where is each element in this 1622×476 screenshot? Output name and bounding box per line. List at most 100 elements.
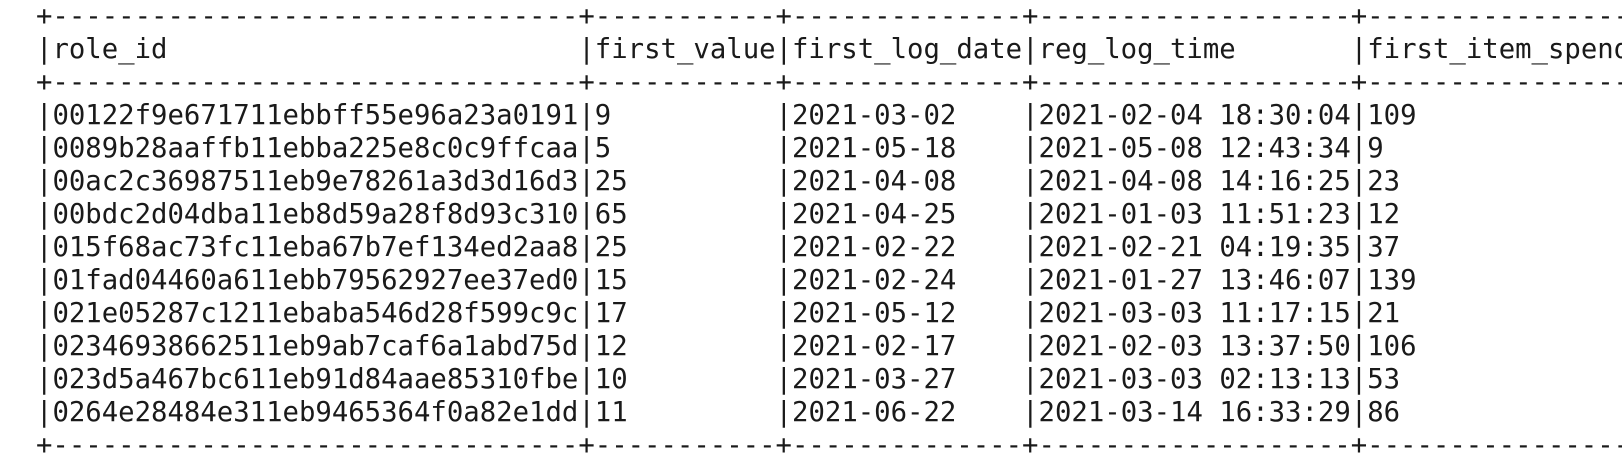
cell-padding <box>1236 34 1351 65</box>
row-cell-first-log-date: 2021-03-27 <box>792 364 957 395</box>
cell-separator: | <box>1022 100 1039 131</box>
cell-padding <box>956 166 1022 197</box>
cell-separator: | <box>578 364 595 395</box>
cell-padding <box>628 199 776 230</box>
cell-padding <box>956 364 1022 395</box>
row-cell-first-log-date: 2021-02-22 <box>792 232 957 263</box>
row-cell-first-log-date: 2021-05-12 <box>792 298 957 329</box>
row-cell-first-value: 10 <box>594 364 628 395</box>
cell-separator: | <box>775 397 793 428</box>
cell-separator: | <box>1350 232 1368 263</box>
cell-separator: | <box>578 298 595 329</box>
row-cell-first-value: 11 <box>594 397 628 428</box>
cell-separator: | <box>1350 265 1368 296</box>
cell-separator: | <box>1022 232 1039 263</box>
cell-separator: | <box>578 232 595 263</box>
cell-separator: | <box>1350 331 1368 362</box>
cell-padding <box>1400 166 1622 197</box>
cell-padding <box>956 199 1022 230</box>
cell-padding <box>611 100 775 131</box>
cell-separator: | <box>1022 364 1039 395</box>
table-row: |02346938662511eb9ab7caf6a1abd75d|12 |20… <box>36 330 1622 363</box>
row-cell-reg-log-time: 2021-02-21 04:19:35 <box>1038 232 1351 263</box>
cell-padding <box>956 265 1022 296</box>
table-row: |00ac2c36987511eb9e78261a3d3d16d3|25 |20… <box>36 165 1622 198</box>
cell-separator: | <box>36 34 53 65</box>
cell-separator: | <box>578 34 595 65</box>
table-row: |0089b28aaffb11ebba225e8c0c9ffcaa|5 |202… <box>36 132 1622 165</box>
cell-separator: | <box>1022 331 1039 362</box>
row-cell-first-item-spend: 53 <box>1367 364 1401 395</box>
row-cell-reg-log-time: 2021-05-08 12:43:34 <box>1038 133 1351 164</box>
row-cell-role-id: 00bdc2d04dba11eb8d59a28f8d93c310 <box>52 199 579 230</box>
row-cell-reg-log-time: 2021-04-08 14:16:25 <box>1038 166 1351 197</box>
cell-padding <box>611 133 775 164</box>
header-cell-role-id: role_id <box>52 34 168 65</box>
row-cell-first-value: 15 <box>594 265 628 296</box>
header-cell-first-log-date: first_log_date <box>792 34 1023 65</box>
border-line: +--------------------------------+------… <box>36 430 1622 461</box>
row-cell-first-value: 12 <box>594 331 628 362</box>
cell-separator: | <box>36 298 53 329</box>
cell-padding <box>167 34 578 65</box>
cell-padding <box>1400 232 1622 263</box>
cell-separator: | <box>775 364 793 395</box>
cell-padding <box>628 265 776 296</box>
table-row: |00122f9e671711ebbff55e96a23a0191|9 |202… <box>36 99 1622 132</box>
table-row: |01fad04460a611ebb79562927ee37ed0|15 |20… <box>36 264 1622 297</box>
row-cell-first-item-spend: 9 <box>1367 133 1384 164</box>
cell-separator: | <box>1022 199 1039 230</box>
cell-separator: | <box>775 331 793 362</box>
header-cell-first-item-spend: first_item_spend <box>1367 34 1622 65</box>
cell-separator: | <box>578 199 595 230</box>
row-cell-first-item-spend: 37 <box>1367 232 1401 263</box>
border-line: +--------------------------------+------… <box>36 67 1622 98</box>
row-cell-role-id: 0264e28484e311eb9465364f0a82e1dd <box>52 397 579 428</box>
row-cell-reg-log-time: 2021-03-03 02:13:13 <box>1038 364 1351 395</box>
cell-separator: | <box>775 100 792 131</box>
cell-separator: | <box>1350 133 1368 164</box>
header-cell-reg-log-time: reg_log_time <box>1038 34 1236 65</box>
header-border: +--------------------------------+------… <box>36 66 1622 99</box>
cell-separator: | <box>1350 166 1368 197</box>
cell-padding <box>628 232 776 263</box>
row-cell-first-item-spend: 139 <box>1367 265 1417 296</box>
cell-separator: | <box>1022 298 1039 329</box>
row-cell-first-item-spend: 86 <box>1367 397 1401 428</box>
row-cell-first-value: 25 <box>594 166 628 197</box>
cell-separator: | <box>36 199 53 230</box>
row-cell-first-value: 5 <box>594 133 612 164</box>
cell-separator: | <box>36 364 53 395</box>
cell-separator: | <box>1022 133 1039 164</box>
row-cell-first-value: 65 <box>594 199 628 230</box>
row-cell-reg-log-time: 2021-02-03 13:37:50 <box>1038 331 1351 362</box>
cell-separator: | <box>36 232 53 263</box>
cell-padding <box>1400 364 1622 395</box>
cell-separator: | <box>36 331 53 362</box>
table-row: |015f68ac73fc11eba67b7ef134ed2aa8|25 |20… <box>36 231 1622 264</box>
cell-padding <box>1417 265 1622 296</box>
cell-separator: | <box>578 265 595 296</box>
cell-separator: | <box>775 133 792 164</box>
cell-separator: | <box>1350 34 1368 65</box>
row-cell-role-id: 0089b28aaffb11ebba225e8c0c9ffcaa <box>52 133 579 164</box>
cell-padding <box>956 232 1022 263</box>
cell-separator: | <box>36 166 53 197</box>
row-cell-reg-log-time: 2021-01-27 13:46:07 <box>1038 265 1351 296</box>
cell-padding <box>956 298 1022 329</box>
row-cell-role-id: 021e05287c1211ebaba546d28f599c9c <box>52 298 579 329</box>
row-cell-first-log-date: 2021-04-08 <box>792 166 957 197</box>
row-cell-first-item-spend: 106 <box>1367 331 1417 362</box>
cell-separator: | <box>1350 397 1368 428</box>
cell-separator: | <box>578 397 595 428</box>
cell-separator: | <box>578 100 595 131</box>
bottom-border: +--------------------------------+------… <box>36 429 1622 462</box>
cell-separator: | <box>775 34 792 65</box>
row-cell-first-value: 17 <box>594 298 628 329</box>
border-line: +--------------------------------+------… <box>36 1 1622 32</box>
cell-separator: | <box>775 199 793 230</box>
cell-separator: | <box>1350 298 1368 329</box>
cell-padding <box>956 331 1022 362</box>
cell-padding <box>956 133 1022 164</box>
cell-padding <box>1417 331 1622 362</box>
